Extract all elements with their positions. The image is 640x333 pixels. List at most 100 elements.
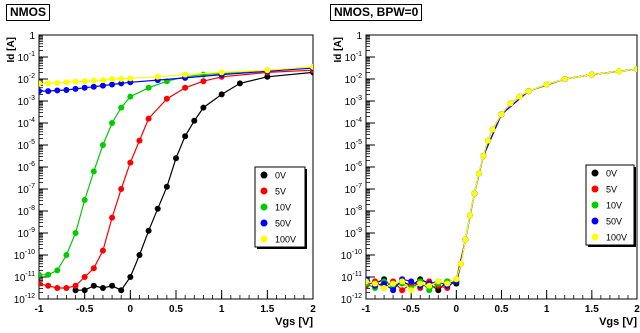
y-axis-label: Id [A] [333,37,344,63]
data-point-100V [264,67,271,74]
data-point-100V [484,137,491,144]
data-point-5V [163,95,170,102]
y-tick-label: 10-5 [18,139,35,152]
chart-title-right: NMOS, BPW=0 [330,4,423,21]
data-point-100V [426,282,433,289]
legend-label-0V: 0V [606,169,617,179]
data-point-50V [81,84,88,91]
data-point-5V [99,247,106,254]
data-point-0V [109,282,116,289]
data-point-100V [182,71,189,78]
data-point-50V [118,80,125,87]
chart-right: 110-110-210-310-410-510-610-710-810-910-… [333,31,640,328]
data-point-5V [45,282,52,289]
data-point-100V [475,170,482,177]
data-point-100V [462,236,469,243]
data-point-100V [218,69,225,76]
data-point-0V [182,133,189,140]
y-tick-label: 10-2 [345,73,362,86]
y-tick-label: 10-8 [345,205,362,218]
x-tick-label: 1 [544,304,550,315]
x-tick-label: -0.5 [403,304,421,315]
data-point-0V [163,183,170,190]
chart-title-left: NMOS [6,4,50,21]
data-point-100V [390,280,397,287]
legend-label-5V: 5V [275,187,286,197]
data-point-10V [39,271,42,278]
x-tick-label: -1 [35,304,44,315]
data-point-0V [81,287,88,294]
legend-marker-5V [591,185,599,193]
data-point-0V [435,287,442,294]
data-point-0V [90,282,97,289]
x-tick-label: 1.5 [260,304,274,315]
data-point-100V [588,71,595,78]
data-point-10V [145,84,152,91]
data-point-100V [516,93,523,100]
y-tick-label: 10-2 [18,73,35,86]
data-point-0V [200,104,207,111]
data-point-0V [136,252,143,258]
chart-left: 110-110-210-310-410-510-610-710-810-910-… [6,31,316,328]
y-tick-label: 10-12 [14,293,35,306]
data-point-100V [498,111,505,118]
legend-label-10V: 10V [606,201,622,211]
data-point-100V [118,76,125,82]
data-point-100V [399,278,406,285]
data-point-5V [63,285,70,291]
data-point-100V [417,280,424,287]
data-point-50V [99,82,106,89]
y-axis-label: Id [A] [6,37,17,63]
chart-panel-right: 1 10-1 10-2 10-3 10-4 10-5 10-6 10-7 10-8 10-9 10-… [326,0,640,333]
y-tick-label: 10-11 [341,271,362,284]
data-point-100V [154,73,161,80]
data-point-5V [136,137,143,144]
data-point-100V [471,190,478,197]
y-tick-label: 10-4 [345,117,362,130]
data-point-100V [45,80,52,87]
data-point-50V [45,88,52,95]
data-point-0V [236,80,243,87]
legend-shadow [634,167,636,247]
y-tick-label: 10-3 [345,95,362,108]
data-point-100V [90,77,97,84]
data-point-50V [72,85,79,92]
legend-label-10V: 10V [275,203,291,213]
series-line-100V [39,66,313,85]
y-tick-label: 10-1 [345,51,362,64]
data-point-0V [154,205,161,212]
data-point-100V [543,81,550,88]
data-point-100V [457,260,464,267]
data-point-50V [39,88,42,95]
legend-label-50V: 50V [606,217,622,227]
data-point-100V [561,76,568,82]
legend-marker-0V [260,171,268,179]
chart-panel-left: 1 10-1 10-2 10-3 10-4 10-5 10-6 10-7 10-8 10-9 10-… [6,4,316,328]
data-point-5V [39,280,42,287]
data-point-100V [381,285,388,291]
data-point-10V [81,197,88,203]
data-point-5V [145,115,152,122]
legend-label-50V: 50V [275,219,291,229]
data-point-100V [615,68,622,75]
y-tick-label: 10-9 [345,227,362,240]
data-point-5V [54,285,61,291]
data-point-0V [218,91,225,98]
data-point-100V [63,79,70,86]
data-point-50V [63,87,70,93]
y-tick-label: 10-11 [14,271,35,284]
legend: 0V 5V 10V 50V 100V [254,166,307,249]
data-point-5V [399,287,406,294]
legend-label-5V: 5V [606,185,617,195]
x-tick-label: 0.5 [495,304,509,315]
data-point-100V [480,153,487,159]
y-tick-label: 1 [29,31,35,42]
y-tick-label: 10-10 [14,249,35,262]
data-point-10V [63,252,70,258]
data-point-100V [39,80,42,87]
data-point-100V [489,126,496,133]
y-tick-label: 10-6 [18,161,35,174]
x-tick-label: 2 [310,304,316,315]
data-point-5V [118,186,125,192]
y-tick-label: 10-4 [18,117,35,130]
